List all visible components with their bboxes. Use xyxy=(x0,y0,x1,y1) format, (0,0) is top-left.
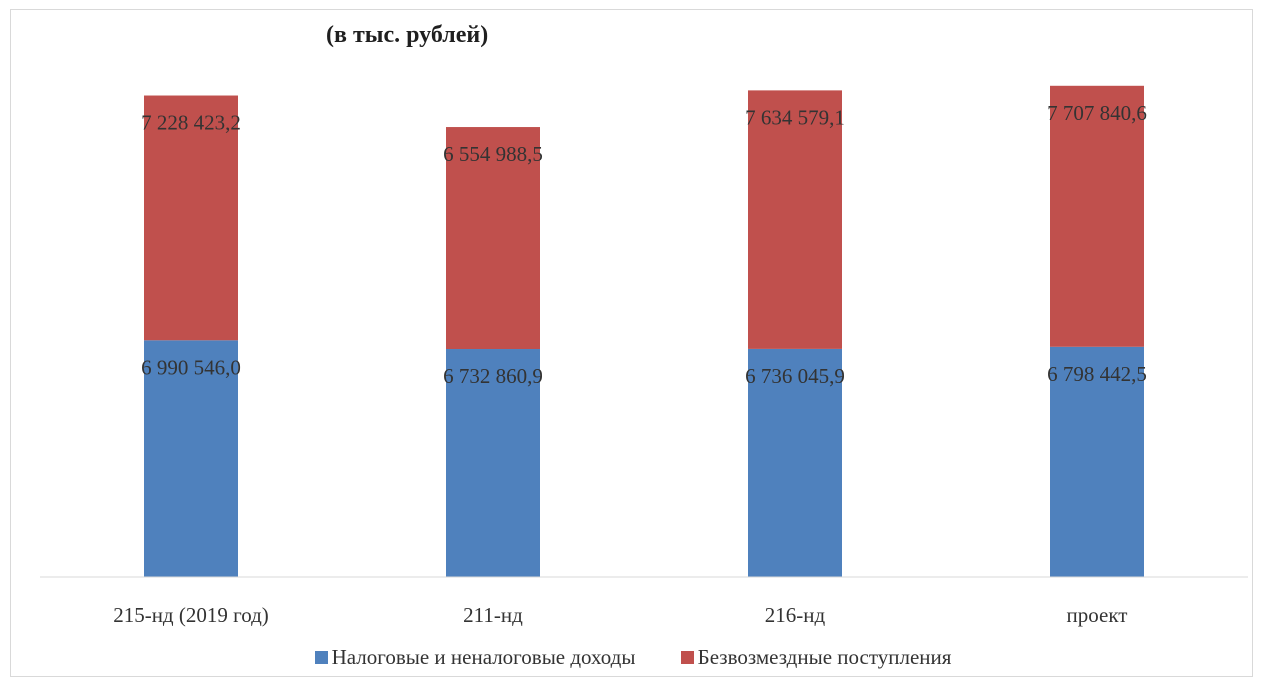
data-label-grants-2: 6 554 988,5 xyxy=(443,142,543,166)
chart-title: (в тыс. рублей) xyxy=(326,22,489,48)
bar-grants-2 xyxy=(446,127,540,350)
bar-grants-4 xyxy=(1050,85,1144,347)
x-tick-label-2: 211-нд xyxy=(463,603,523,627)
legend: Налоговые и неналоговые доходы Безвозмез… xyxy=(0,645,1266,670)
data-label-grants-1: 7 228 423,2 xyxy=(141,111,241,135)
bar-grants-3 xyxy=(748,90,842,349)
bar-tax-revenue-4 xyxy=(1050,346,1144,577)
legend-item-tax-revenue: Налоговые и неналоговые доходы xyxy=(314,645,636,670)
legend-swatch-red xyxy=(680,651,694,664)
x-tick-label-4: проект xyxy=(1067,603,1128,627)
data-label-grants-4: 7 707 840,6 xyxy=(1047,101,1147,125)
bar-tax-revenue-1 xyxy=(144,340,238,577)
bar-tax-revenue-3 xyxy=(748,348,842,577)
legend-swatch-blue xyxy=(314,651,328,664)
data-label-tax-revenue-3: 6 736 045,9 xyxy=(745,364,845,388)
x-tick-label-3: 216-нд xyxy=(765,603,826,627)
chart-frame xyxy=(10,9,1253,677)
legend-label: Безвозмездные поступления xyxy=(697,645,952,669)
legend-item-grants: Безвозмездные поступления xyxy=(680,645,952,670)
data-label-grants-3: 7 634 579,1 xyxy=(745,105,845,129)
data-label-tax-revenue-4: 6 798 442,5 xyxy=(1047,362,1147,386)
bar-tax-revenue-2 xyxy=(446,349,540,577)
bar-grants-1 xyxy=(144,95,238,341)
legend-label: Налоговые и неналоговые доходы xyxy=(331,645,636,669)
data-label-tax-revenue-2: 6 732 860,9 xyxy=(443,364,543,388)
x-tick-label-1: 215-нд (2019 год) xyxy=(113,603,269,627)
data-label-tax-revenue-1: 6 990 546,0 xyxy=(141,355,241,379)
